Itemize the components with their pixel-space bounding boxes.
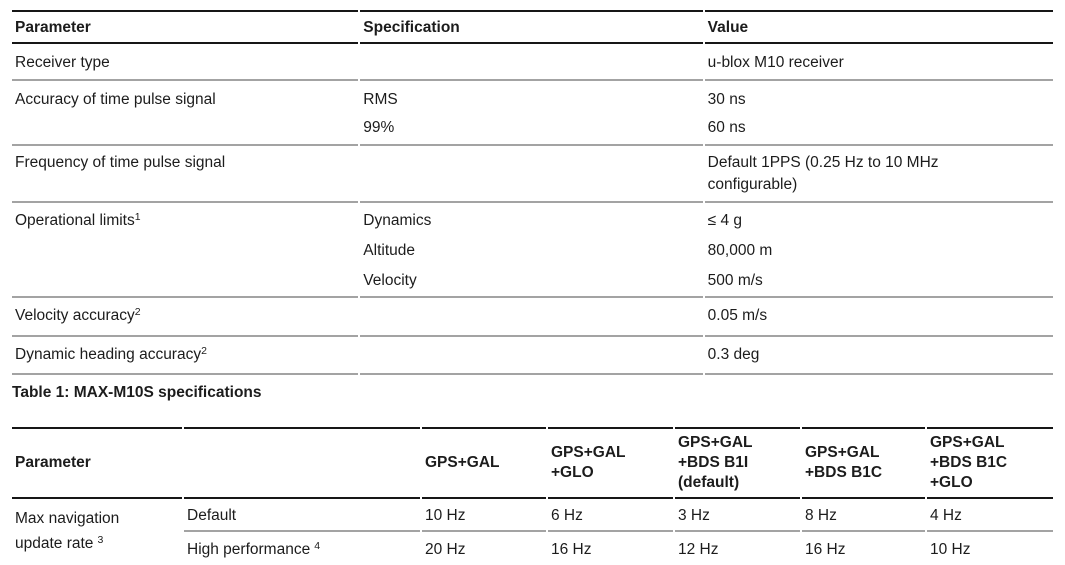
cell-value: 0.05 m/s bbox=[704, 298, 1053, 337]
cell-value: ≤ 4 g 80,000 m 500 m/s bbox=[704, 203, 1053, 298]
parameter-text: Receiver type bbox=[15, 54, 110, 71]
specifications-table: Parameter Specification Value Receiver t… bbox=[10, 10, 1055, 375]
table-caption: Table 1: MAX-M10S specifications bbox=[12, 384, 262, 401]
cell-parameter: Frequency of time pulse signal bbox=[12, 146, 359, 203]
table-header-row: Parameter GPS+GAL GPS+GAL +GLO GPS+GAL +… bbox=[12, 427, 1053, 499]
cell-mode: High performance 4 bbox=[184, 532, 420, 565]
column-header-gps-gal-bds-b1c-glo: GPS+GAL +BDS B1C +GLO bbox=[927, 427, 1053, 499]
parameter-text: Velocity accuracy bbox=[15, 307, 135, 324]
column-header-gps-gal-glo: GPS+GAL +GLO bbox=[548, 427, 673, 499]
cell-value: 3 Hz bbox=[675, 499, 800, 532]
table-row: High performance 4 20 Hz 16 Hz 12 Hz 16 H… bbox=[12, 532, 1053, 565]
cell-value: Default 1PPS (0.25 Hz to 10 MHz configur… bbox=[704, 146, 1053, 203]
cell-mode: Default bbox=[184, 499, 420, 532]
cell-specification: RMS 99% bbox=[360, 81, 703, 146]
table-row: Accuracy of time pulse signal RMS 99% 30… bbox=[12, 81, 1053, 146]
cell-parameter: Accuracy of time pulse signal bbox=[12, 81, 359, 146]
column-header-blank bbox=[184, 427, 420, 499]
table-row: Operational limits1 Dynamics Altitude Ve… bbox=[12, 203, 1053, 298]
table-row: Velocity accuracy2 0.05 m/s bbox=[12, 298, 1053, 337]
column-header-gps-gal-bds-b1i: GPS+GAL +BDS B1I (default) bbox=[675, 427, 800, 499]
cell-parameter: Velocity accuracy2 bbox=[12, 298, 359, 337]
cell-specification bbox=[360, 146, 703, 203]
parameter-text: Accuracy of time pulse signal bbox=[15, 91, 216, 108]
cell-specification bbox=[360, 298, 703, 337]
mode-text: High performance bbox=[187, 541, 311, 558]
column-header-parameter: Parameter bbox=[12, 427, 182, 499]
table-header-row: Parameter Specification Value bbox=[12, 10, 1053, 44]
parameter-text: Max navigation update rate bbox=[15, 510, 120, 552]
cell-value: u-blox M10 receiver bbox=[704, 44, 1053, 81]
cell-value: 16 Hz bbox=[802, 532, 925, 565]
cell-value: 16 Hz bbox=[548, 532, 673, 565]
column-header-gps-gal-bds-b1c: GPS+GAL +BDS B1C bbox=[802, 427, 925, 499]
cell-parameter: Max navigation update rate 3 bbox=[12, 499, 182, 565]
table-row: Dynamic heading accuracy2 0.3 deg bbox=[12, 337, 1053, 375]
cell-specification: Dynamics Altitude Velocity bbox=[360, 203, 703, 298]
cell-parameter: Receiver type bbox=[12, 44, 359, 81]
nav-update-rate-table: Parameter GPS+GAL GPS+GAL +GLO GPS+GAL +… bbox=[10, 427, 1055, 565]
parameter-text: Dynamic heading accuracy bbox=[15, 346, 202, 363]
cell-specification bbox=[360, 337, 703, 375]
footnote-marker: 2 bbox=[201, 344, 207, 357]
cell-value: 4 Hz bbox=[927, 499, 1053, 532]
cell-value: 10 Hz bbox=[422, 499, 546, 532]
mode-text: Default bbox=[187, 507, 237, 524]
column-header-value: Value bbox=[704, 10, 1053, 44]
column-header-gps-gal: GPS+GAL bbox=[422, 427, 546, 499]
table-row: Receiver type u-blox M10 receiver bbox=[12, 44, 1053, 81]
cell-value: 0.3 deg bbox=[704, 337, 1053, 375]
cell-parameter: Dynamic heading accuracy2 bbox=[12, 337, 359, 375]
column-header-parameter: Parameter bbox=[12, 10, 359, 44]
cell-value: 6 Hz bbox=[548, 499, 673, 532]
table-row: Max navigation update rate 3 Default 10 H… bbox=[12, 499, 1053, 552]
cell-value: 12 Hz bbox=[675, 532, 800, 565]
cell-value: 8 Hz bbox=[802, 499, 925, 532]
footnote-marker: 2 bbox=[134, 305, 141, 318]
cell-value: 20 Hz bbox=[422, 532, 546, 565]
cell-value: 10 Hz bbox=[927, 532, 1053, 565]
parameter-text: Frequency of time pulse signal bbox=[15, 154, 226, 171]
cell-value: 30 ns 60 ns bbox=[704, 81, 1053, 146]
table-row: Frequency of time pulse signal Default 1… bbox=[12, 146, 1053, 203]
footnote-marker: 3 bbox=[97, 533, 104, 546]
cell-specification bbox=[360, 44, 703, 81]
column-header-specification: Specification bbox=[360, 10, 703, 44]
parameter-text: Operational limits bbox=[15, 212, 135, 229]
footnote-marker: 1 bbox=[134, 210, 141, 223]
footnote-marker: 4 bbox=[314, 539, 321, 552]
cell-parameter: Operational limits1 bbox=[12, 203, 359, 298]
